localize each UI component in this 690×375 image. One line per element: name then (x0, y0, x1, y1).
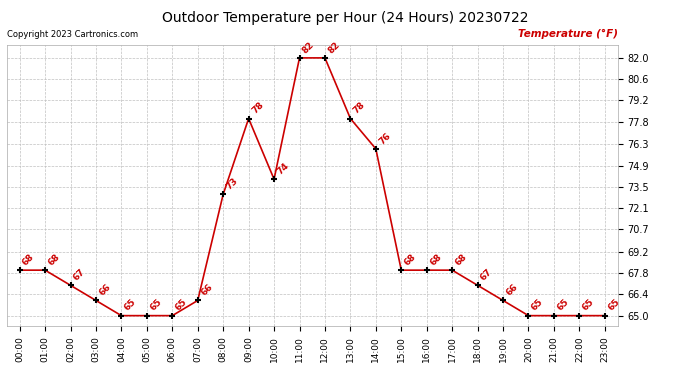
Text: 65: 65 (581, 298, 596, 313)
Text: 66: 66 (504, 282, 520, 298)
Text: 65: 65 (123, 298, 138, 313)
Text: 73: 73 (224, 176, 240, 192)
Text: 65: 65 (174, 298, 189, 313)
Text: Temperature (°F): Temperature (°F) (518, 29, 618, 39)
Text: 78: 78 (352, 100, 367, 116)
Text: Outdoor Temperature per Hour (24 Hours) 20230722: Outdoor Temperature per Hour (24 Hours) … (161, 11, 529, 25)
Text: 66: 66 (97, 282, 112, 298)
Text: 67: 67 (72, 267, 87, 282)
Text: 68: 68 (21, 252, 36, 267)
Text: 68: 68 (453, 252, 469, 267)
Text: 78: 78 (250, 100, 265, 116)
Text: 82: 82 (326, 40, 342, 55)
Text: 65: 65 (607, 298, 622, 313)
Text: 68: 68 (403, 252, 418, 267)
Text: 67: 67 (479, 267, 494, 282)
Text: Copyright 2023 Cartronics.com: Copyright 2023 Cartronics.com (7, 30, 138, 39)
Text: 65: 65 (148, 298, 164, 313)
Text: 82: 82 (301, 40, 316, 55)
Text: 65: 65 (530, 298, 545, 313)
Text: 74: 74 (275, 161, 290, 176)
Text: 65: 65 (555, 298, 571, 313)
Text: 76: 76 (377, 131, 393, 146)
Text: 68: 68 (428, 252, 443, 267)
Text: 68: 68 (46, 252, 61, 267)
Text: 66: 66 (199, 282, 215, 298)
